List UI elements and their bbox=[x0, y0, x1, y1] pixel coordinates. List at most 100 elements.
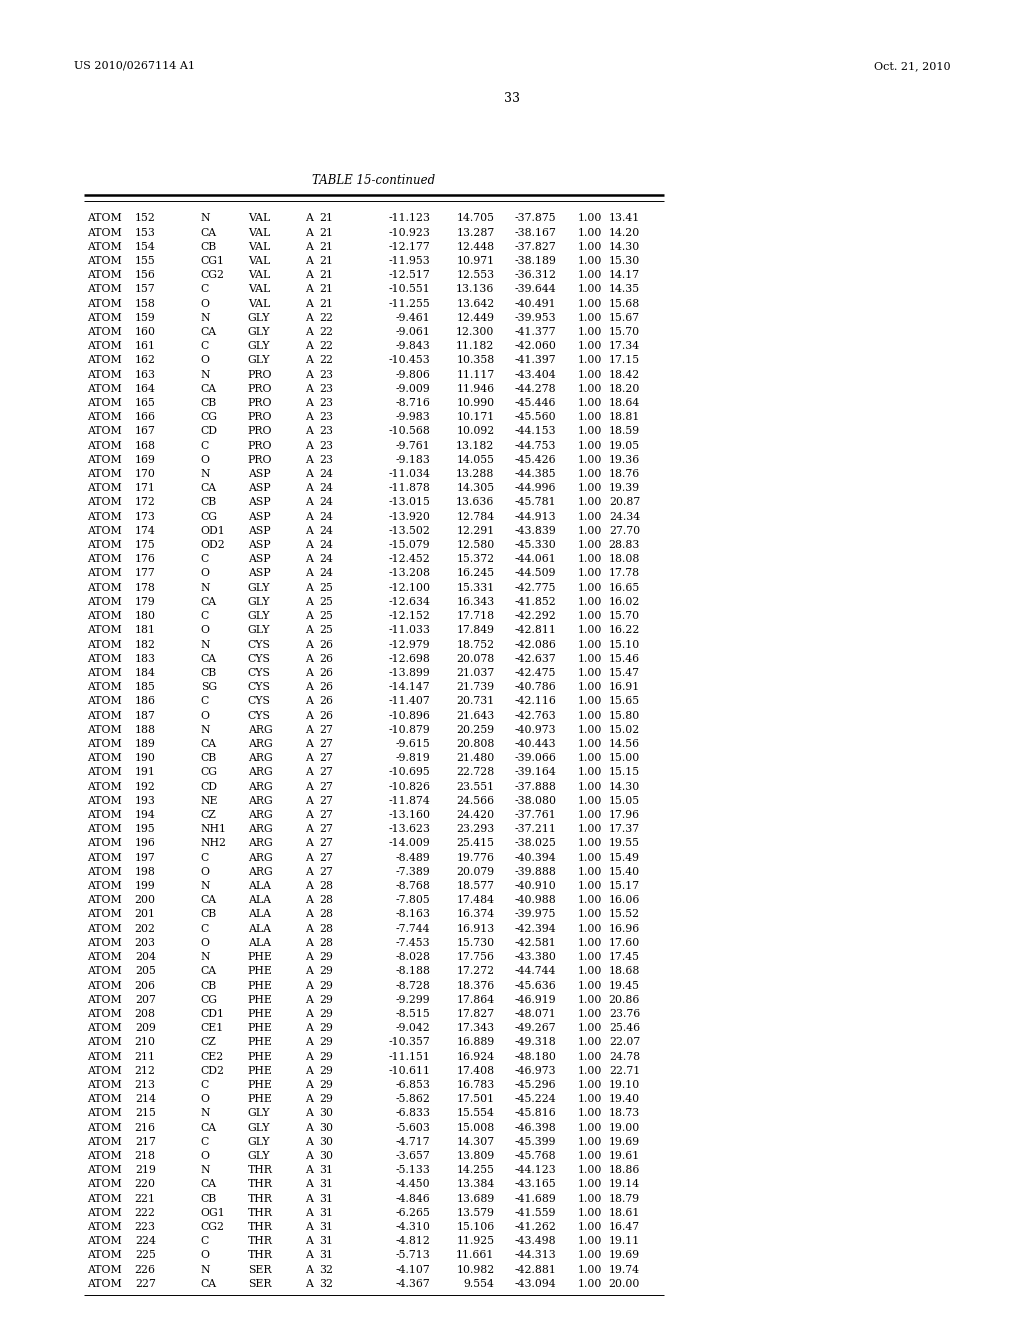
Text: ATOM: ATOM bbox=[87, 739, 122, 748]
Text: -8.515: -8.515 bbox=[395, 1008, 430, 1019]
Text: GLY: GLY bbox=[248, 582, 270, 593]
Text: -10.879: -10.879 bbox=[388, 725, 430, 735]
Text: 18.42: 18.42 bbox=[608, 370, 640, 380]
Text: A: A bbox=[305, 498, 313, 507]
Text: ARG: ARG bbox=[248, 810, 272, 820]
Text: A: A bbox=[305, 710, 313, 721]
Text: 11.117: 11.117 bbox=[457, 370, 495, 380]
Text: CG: CG bbox=[201, 767, 218, 777]
Text: -4.367: -4.367 bbox=[395, 1279, 430, 1288]
Text: ATOM: ATOM bbox=[87, 981, 122, 990]
Text: 1.00: 1.00 bbox=[578, 767, 602, 777]
Text: A: A bbox=[305, 880, 313, 891]
Text: -9.183: -9.183 bbox=[395, 455, 430, 465]
Text: CB: CB bbox=[201, 754, 217, 763]
Text: 24.34: 24.34 bbox=[609, 512, 640, 521]
Text: O: O bbox=[201, 626, 210, 635]
Text: 214: 214 bbox=[135, 1094, 156, 1104]
Text: Oct. 21, 2010: Oct. 21, 2010 bbox=[873, 61, 950, 71]
Text: -42.475: -42.475 bbox=[514, 668, 556, 678]
Text: 15.67: 15.67 bbox=[609, 313, 640, 323]
Text: 25: 25 bbox=[318, 582, 333, 593]
Text: 1.00: 1.00 bbox=[578, 512, 602, 521]
Text: 14.30: 14.30 bbox=[608, 242, 640, 252]
Text: -45.296: -45.296 bbox=[514, 1080, 556, 1090]
Text: THR: THR bbox=[248, 1179, 272, 1189]
Text: 23: 23 bbox=[318, 384, 333, 393]
Text: ARG: ARG bbox=[248, 853, 272, 863]
Text: CE2: CE2 bbox=[201, 1052, 224, 1061]
Text: 19.69: 19.69 bbox=[609, 1137, 640, 1147]
Text: -44.153: -44.153 bbox=[514, 426, 556, 437]
Text: GLY: GLY bbox=[248, 327, 270, 337]
Text: 16.913: 16.913 bbox=[457, 924, 495, 933]
Text: -7.389: -7.389 bbox=[395, 867, 430, 876]
Text: 198: 198 bbox=[135, 867, 156, 876]
Text: 1.00: 1.00 bbox=[578, 441, 602, 450]
Text: ATOM: ATOM bbox=[87, 725, 122, 735]
Text: 29: 29 bbox=[318, 1023, 333, 1034]
Text: 15.49: 15.49 bbox=[609, 853, 640, 863]
Text: 24: 24 bbox=[318, 483, 333, 494]
Text: CD: CD bbox=[201, 426, 218, 437]
Text: ARG: ARG bbox=[248, 767, 272, 777]
Text: O: O bbox=[201, 710, 210, 721]
Text: 1.00: 1.00 bbox=[578, 1250, 602, 1261]
Text: 1.00: 1.00 bbox=[578, 1166, 602, 1175]
Text: 25: 25 bbox=[318, 597, 333, 607]
Text: N: N bbox=[201, 214, 210, 223]
Text: 13.41: 13.41 bbox=[608, 214, 640, 223]
Text: -40.973: -40.973 bbox=[514, 725, 556, 735]
Text: ALA: ALA bbox=[248, 909, 270, 920]
Text: -5.133: -5.133 bbox=[395, 1166, 430, 1175]
Text: ATOM: ATOM bbox=[87, 1137, 122, 1147]
Text: 223: 223 bbox=[134, 1222, 156, 1232]
Text: ATOM: ATOM bbox=[87, 1094, 122, 1104]
Text: N: N bbox=[201, 469, 210, 479]
Text: ATOM: ATOM bbox=[87, 399, 122, 408]
Text: -39.953: -39.953 bbox=[514, 313, 556, 323]
Text: 19.40: 19.40 bbox=[609, 1094, 640, 1104]
Text: 1.00: 1.00 bbox=[578, 1237, 602, 1246]
Text: ATOM: ATOM bbox=[87, 838, 122, 849]
Text: 1.00: 1.00 bbox=[578, 895, 602, 906]
Text: O: O bbox=[201, 355, 210, 366]
Text: 1.00: 1.00 bbox=[578, 327, 602, 337]
Text: 22: 22 bbox=[318, 313, 333, 323]
Text: 1.00: 1.00 bbox=[578, 880, 602, 891]
Text: ATOM: ATOM bbox=[87, 554, 122, 564]
Text: GLY: GLY bbox=[248, 1137, 270, 1147]
Text: SER: SER bbox=[248, 1279, 271, 1288]
Text: 25.415: 25.415 bbox=[457, 838, 495, 849]
Text: 23.551: 23.551 bbox=[457, 781, 495, 792]
Text: -44.123: -44.123 bbox=[514, 1166, 556, 1175]
Text: 30: 30 bbox=[318, 1151, 333, 1162]
Text: C: C bbox=[201, 853, 209, 863]
Text: A: A bbox=[305, 242, 313, 252]
Text: GLY: GLY bbox=[248, 626, 270, 635]
Text: -11.878: -11.878 bbox=[388, 483, 430, 494]
Text: 23: 23 bbox=[318, 441, 333, 450]
Text: 166: 166 bbox=[134, 412, 156, 422]
Text: -4.846: -4.846 bbox=[395, 1193, 430, 1204]
Text: 1.00: 1.00 bbox=[578, 1038, 602, 1047]
Text: C: C bbox=[201, 284, 209, 294]
Text: 29: 29 bbox=[318, 1038, 333, 1047]
Text: A: A bbox=[305, 1137, 313, 1147]
Text: 14.307: 14.307 bbox=[457, 1137, 495, 1147]
Text: -44.996: -44.996 bbox=[514, 483, 556, 494]
Text: ATOM: ATOM bbox=[87, 924, 122, 933]
Text: 227: 227 bbox=[135, 1279, 156, 1288]
Text: A: A bbox=[305, 682, 313, 692]
Text: -12.634: -12.634 bbox=[388, 597, 430, 607]
Text: -43.498: -43.498 bbox=[514, 1237, 556, 1246]
Text: 16.02: 16.02 bbox=[608, 597, 640, 607]
Text: 1.00: 1.00 bbox=[578, 1122, 602, 1133]
Text: 27: 27 bbox=[318, 739, 333, 748]
Text: 26: 26 bbox=[318, 653, 333, 664]
Text: A: A bbox=[305, 725, 313, 735]
Text: -40.491: -40.491 bbox=[514, 298, 556, 309]
Text: 31: 31 bbox=[318, 1166, 333, 1175]
Text: 1.00: 1.00 bbox=[578, 639, 602, 649]
Text: 20.87: 20.87 bbox=[608, 498, 640, 507]
